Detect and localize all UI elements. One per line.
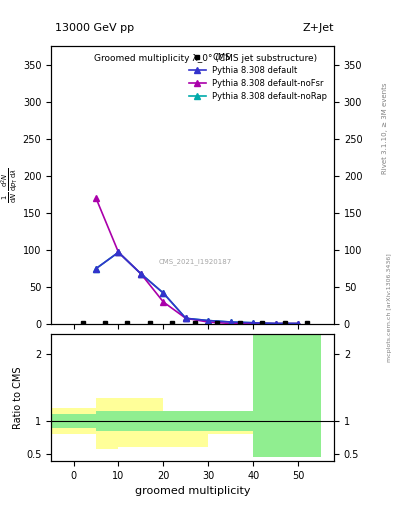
CMS <box>170 319 175 326</box>
Pythia 8.308 default-noFsr <box>139 271 143 277</box>
CMS <box>282 319 287 326</box>
Text: CMS_2021_I1920187: CMS_2021_I1920187 <box>159 258 232 265</box>
CMS <box>215 319 220 326</box>
Pythia 8.308 default <box>251 319 255 326</box>
Pythia 8.308 default-noFsr <box>206 319 211 325</box>
Pythia 8.308 default-noRap <box>273 321 278 327</box>
Pythia 8.308 default <box>139 271 143 277</box>
CMS <box>147 319 152 326</box>
Pythia 8.308 default <box>273 321 278 327</box>
Pythia 8.308 default-noRap <box>139 271 143 277</box>
Pythia 8.308 default-noFsr <box>94 195 98 201</box>
Pythia 8.308 default-noFsr <box>184 315 188 322</box>
Text: Groomed multiplicity λ_0° (CMS jet substructure): Groomed multiplicity λ_0° (CMS jet subst… <box>94 54 317 63</box>
Pythia 8.308 default-noRap <box>116 249 121 255</box>
Line: Pythia 8.308 default-noRap: Pythia 8.308 default-noRap <box>92 249 301 327</box>
Pythia 8.308 default <box>206 317 211 324</box>
Line: Pythia 8.308 default: Pythia 8.308 default <box>92 249 301 327</box>
CMS <box>80 319 85 326</box>
Line: CMS: CMS <box>81 321 309 325</box>
Text: Rivet 3.1.10, ≥ 3M events: Rivet 3.1.10, ≥ 3M events <box>382 82 388 174</box>
X-axis label: groomed multiplicity: groomed multiplicity <box>135 486 250 496</box>
Text: Z+Jet: Z+Jet <box>303 23 334 33</box>
Text: mcplots.cern.ch [arXiv:1306.3436]: mcplots.cern.ch [arXiv:1306.3436] <box>387 253 391 361</box>
CMS <box>193 319 197 326</box>
Pythia 8.308 default-noFsr <box>273 321 278 327</box>
Pythia 8.308 default-noRap <box>251 319 255 326</box>
Pythia 8.308 default-noRap <box>228 319 233 325</box>
CMS <box>237 319 242 326</box>
Pythia 8.308 default <box>116 249 121 255</box>
Pythia 8.308 default <box>161 290 166 296</box>
Pythia 8.308 default-noFsr <box>228 321 233 327</box>
Pythia 8.308 default <box>296 321 301 327</box>
Text: 13000 GeV pp: 13000 GeV pp <box>55 23 134 33</box>
CMS <box>260 319 264 326</box>
CMS <box>125 319 130 326</box>
Pythia 8.308 default-noFsr <box>296 321 301 327</box>
Pythia 8.308 default-noFsr <box>161 299 166 305</box>
Line: Pythia 8.308 default-noFsr: Pythia 8.308 default-noFsr <box>92 195 301 327</box>
Legend: CMS, Pythia 8.308 default, Pythia 8.308 default-noFsr, Pythia 8.308 default-noRa: CMS, Pythia 8.308 default, Pythia 8.308 … <box>187 50 330 104</box>
Pythia 8.308 default-noFsr <box>116 249 121 255</box>
Pythia 8.308 default <box>94 266 98 272</box>
Pythia 8.308 default-noRap <box>296 321 301 327</box>
Pythia 8.308 default-noFsr <box>251 321 255 327</box>
CMS <box>305 319 309 326</box>
CMS <box>103 319 107 326</box>
Pythia 8.308 default <box>228 319 233 325</box>
Y-axis label: Ratio to CMS: Ratio to CMS <box>13 366 23 429</box>
Y-axis label: $\frac{1}{\mathrm{d}N} \/ \frac{\mathrm{d}^2 N}{\mathrm{d}p_\mathrm{T}\, \mathrm: $\frac{1}{\mathrm{d}N} \/ \frac{\mathrm{… <box>0 167 20 203</box>
Pythia 8.308 default-noRap <box>206 317 211 324</box>
Pythia 8.308 default-noRap <box>161 290 166 296</box>
Pythia 8.308 default-noRap <box>94 266 98 272</box>
Pythia 8.308 default-noRap <box>184 315 188 322</box>
Pythia 8.308 default <box>184 315 188 322</box>
